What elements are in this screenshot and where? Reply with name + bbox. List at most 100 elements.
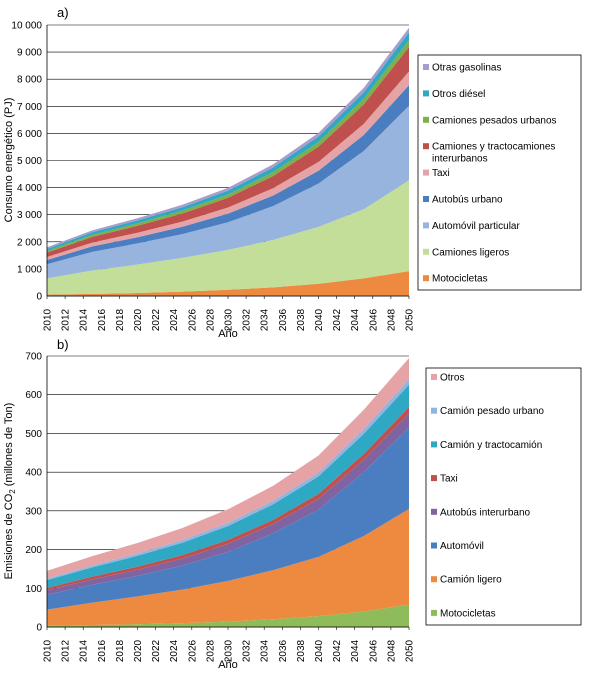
legend-label: Otras gasolinas bbox=[432, 63, 501, 74]
x-tick-label: 2042 bbox=[332, 639, 343, 662]
x-tick-label: 2018 bbox=[115, 639, 126, 662]
x-tick-label: 2050 bbox=[405, 308, 416, 331]
y-tick-label: 0 bbox=[36, 623, 42, 634]
y-tick-label: 9 000 bbox=[17, 48, 42, 59]
x-tick-label: 2024 bbox=[169, 639, 180, 662]
x-tick-label: 2042 bbox=[332, 308, 343, 331]
legend-swatch bbox=[423, 64, 429, 70]
x-tick-label: 2034 bbox=[260, 308, 271, 331]
area-series-1 bbox=[47, 180, 409, 295]
legend-swatch bbox=[423, 90, 429, 97]
x-tick-label: 2030 bbox=[224, 308, 235, 331]
x-tick-label: 2018 bbox=[115, 308, 126, 331]
x-tick-label: 2016 bbox=[97, 639, 108, 662]
x-tick-label: 2012 bbox=[61, 639, 72, 662]
y-tick-label: 700 bbox=[25, 352, 42, 363]
x-tick-label: 2012 bbox=[61, 308, 72, 331]
x-tick-label: 2022 bbox=[151, 308, 162, 331]
x-tick-label: 2040 bbox=[314, 308, 325, 331]
legend-swatch bbox=[423, 116, 429, 123]
x-tick-label: 2048 bbox=[386, 308, 397, 331]
x-tick-label: 2050 bbox=[405, 639, 416, 662]
x-tick-label: 2030 bbox=[224, 639, 235, 662]
x-tick-label: 2044 bbox=[350, 639, 361, 662]
legend-swatch bbox=[431, 441, 437, 448]
y-axis-label: Emisiones de CO2 (millones de Ton) bbox=[3, 403, 17, 580]
legend-label: Autobús urbano bbox=[432, 195, 503, 206]
x-axis-label: Año bbox=[218, 328, 238, 340]
area-series-0 bbox=[47, 271, 409, 296]
x-tick-label: 2010 bbox=[43, 639, 54, 662]
y-tick-label: 4 000 bbox=[17, 183, 42, 194]
y-tick-label: 600 bbox=[25, 390, 42, 401]
x-tick-label: 2014 bbox=[79, 308, 90, 331]
legend-label: Motocicletas bbox=[440, 608, 496, 619]
legend-label: Camión y tractocamión bbox=[440, 440, 542, 451]
legend-swatch bbox=[431, 407, 437, 414]
legend-swatch bbox=[431, 609, 437, 616]
legend-swatch bbox=[431, 475, 437, 482]
x-tick-label: 2038 bbox=[296, 308, 307, 331]
legend-box bbox=[417, 54, 582, 291]
y-tick-label: 400 bbox=[25, 468, 42, 479]
legend-label: Motocicletas bbox=[432, 274, 488, 285]
legend-swatch bbox=[423, 222, 429, 229]
legend-label: Camiones y tractocamiones interurbanos bbox=[432, 142, 555, 165]
x-tick-label: 2028 bbox=[205, 308, 216, 331]
x-tick-label: 2036 bbox=[278, 308, 289, 331]
x-tick-label: 2040 bbox=[314, 639, 325, 662]
x-tick-label: 2048 bbox=[386, 639, 397, 662]
legend-label: Camiones ligeros bbox=[432, 247, 509, 258]
x-axis-label: Año bbox=[218, 659, 238, 671]
x-tick-label: 2038 bbox=[296, 639, 307, 662]
x-tick-label: 2024 bbox=[169, 308, 180, 331]
x-tick-label: 2032 bbox=[242, 639, 253, 662]
legend-label: Taxi bbox=[440, 474, 458, 485]
x-tick-label: 2020 bbox=[133, 639, 144, 662]
area-series-1 bbox=[47, 508, 409, 626]
x-tick-label: 2034 bbox=[260, 639, 271, 662]
x-tick-label: 2046 bbox=[368, 639, 379, 662]
y-tick-label: 6 000 bbox=[17, 129, 42, 140]
legend-swatch bbox=[423, 169, 429, 176]
x-tick-label: 2022 bbox=[151, 639, 162, 662]
x-tick-label: 2026 bbox=[187, 639, 198, 662]
x-tick-label: 2016 bbox=[97, 308, 108, 331]
y-tick-label: 300 bbox=[25, 506, 42, 517]
area-series-2 bbox=[47, 105, 409, 279]
y-tick-label: 0 bbox=[36, 292, 42, 303]
legend-label: Camión ligero bbox=[440, 575, 502, 586]
x-tick-label: 2014 bbox=[79, 639, 90, 662]
legend-label: Camiones pesados urbanos bbox=[432, 115, 557, 126]
x-tick-label: 2032 bbox=[242, 308, 253, 331]
legend-box bbox=[425, 367, 582, 626]
legend-label: Camión pesado urbano bbox=[440, 406, 544, 417]
area-series-0 bbox=[47, 604, 409, 627]
x-tick-label: 2028 bbox=[205, 639, 216, 662]
x-tick-label: 2044 bbox=[350, 308, 361, 331]
y-tick-label: 200 bbox=[25, 545, 42, 556]
legend-swatch bbox=[431, 576, 437, 583]
legend-label: Taxi bbox=[432, 168, 450, 179]
y-tick-label: 8 000 bbox=[17, 75, 42, 86]
x-tick-label: 2046 bbox=[368, 308, 379, 331]
legend-swatch bbox=[423, 248, 429, 255]
y-tick-label: 1 000 bbox=[17, 264, 42, 275]
legend-swatch bbox=[423, 275, 429, 282]
x-tick-label: 2026 bbox=[187, 308, 198, 331]
x-tick-label: 2036 bbox=[278, 639, 289, 662]
x-tick-label: 2010 bbox=[43, 308, 54, 331]
y-axis-label: Consumo energético (PJ) bbox=[3, 98, 15, 223]
area-series-2 bbox=[47, 427, 409, 610]
legend-label: Automóvil particular bbox=[432, 221, 520, 232]
y-tick-label: 5 000 bbox=[17, 156, 42, 167]
legend-label: Otros bbox=[440, 373, 464, 384]
legend-swatch bbox=[431, 508, 437, 515]
y-tick-label: 10 000 bbox=[11, 21, 42, 32]
panel-label: a) bbox=[57, 5, 69, 20]
y-tick-label: 7 000 bbox=[17, 102, 42, 113]
x-tick-label: 2020 bbox=[133, 308, 144, 331]
legend-swatch bbox=[431, 542, 437, 549]
y-tick-label: 100 bbox=[25, 584, 42, 595]
